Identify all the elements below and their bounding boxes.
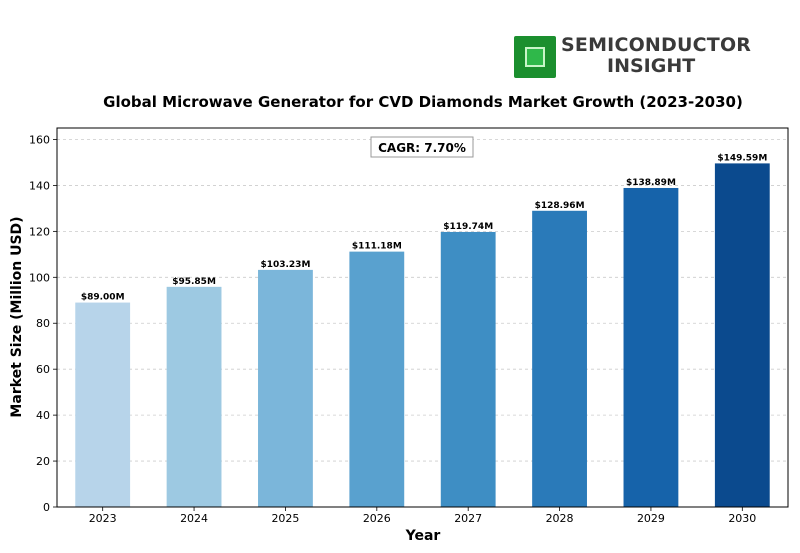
y-tick-label: 140 — [29, 179, 50, 192]
bar-2026 — [349, 251, 405, 507]
x-tick-label: 2030 — [728, 512, 756, 525]
logo-text-line1: SEMICONDUCTOR — [561, 34, 752, 56]
y-tick-label: 40 — [36, 409, 50, 422]
x-tick-label: 2026 — [363, 512, 391, 525]
brand-logo: SEMICONDUCTOR INSIGHT — [514, 34, 754, 78]
logo-text-line2: INSIGHT — [607, 55, 696, 77]
chip-icon — [514, 36, 556, 78]
cagr-annotation: CAGR: 7.70% — [378, 141, 466, 155]
y-tick-label: 100 — [29, 271, 50, 284]
data-label: $119.74M — [443, 222, 493, 232]
chart-title: Global Microwave Generator for CVD Diamo… — [103, 93, 743, 111]
y-tick-label: 20 — [36, 455, 50, 468]
bar-2023 — [75, 302, 131, 507]
data-label: $89.00M — [81, 293, 125, 303]
x-tick-label: 2028 — [546, 512, 574, 525]
axes: 0 20 40 60 80 100 120 140 160 2023 2024 2025 2026 202… — [29, 127, 789, 525]
x-tick-label: 2029 — [637, 512, 665, 525]
data-label: $103.23M — [260, 260, 310, 270]
x-tick-label: 2024 — [180, 512, 208, 525]
data-label: $128.96M — [535, 201, 585, 211]
y-tick-label: 120 — [29, 225, 50, 238]
bar-2025 — [258, 269, 313, 507]
bars — [75, 163, 770, 508]
cagr-box — [370, 136, 474, 158]
x-tick-label: 2027 — [454, 512, 482, 525]
y-tick-label: 80 — [36, 317, 50, 330]
y-tick-label: 160 — [29, 133, 50, 146]
bar-2029 — [623, 187, 679, 507]
annotation: CAGR: 7.70% — [370, 136, 474, 158]
bar-2027 — [440, 231, 496, 507]
data-label: $149.59M — [717, 153, 767, 163]
bar-2028 — [532, 210, 587, 508]
bar-2024 — [166, 286, 222, 507]
x-tick-label: 2025 — [271, 512, 299, 525]
y-tick-label: 60 — [36, 363, 50, 376]
x-axis-title: Year — [405, 528, 441, 544]
plot-frame — [56, 127, 789, 508]
data-labels: $89.00M $95.85M $103.23M $111.18M $119.74M $1… — [81, 153, 767, 302]
y-axis-title: Market Size (Million USD) — [9, 216, 25, 417]
x-tick-label: 2023 — [89, 512, 117, 525]
data-label: $138.89M — [626, 178, 676, 188]
y-tick-label: 0 — [43, 501, 50, 514]
data-label: $95.85M — [172, 277, 216, 287]
data-label: $111.18M — [352, 242, 402, 252]
bar-2030 — [714, 163, 770, 507]
